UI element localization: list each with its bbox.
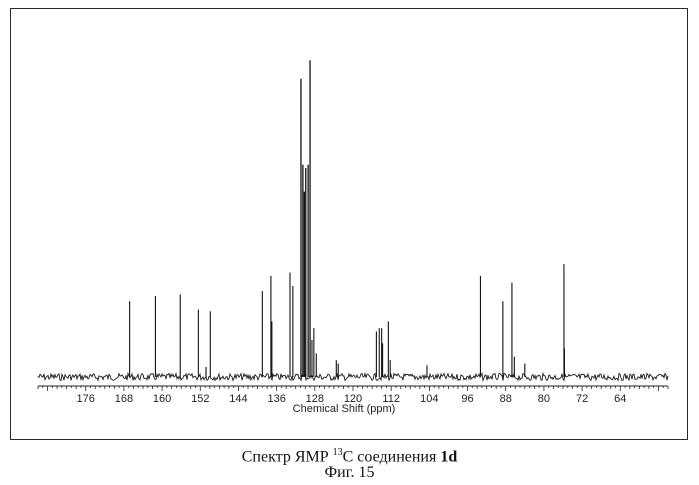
x-tick-label: 168 xyxy=(115,393,133,405)
x-tick-label: 160 xyxy=(153,393,171,405)
x-axis-label: Chemical Shift (ppm) xyxy=(293,403,396,415)
x-tick-label: 88 xyxy=(500,393,512,405)
x-tick-label: 136 xyxy=(267,393,285,405)
nmr-spectrum-plot: 1761681601521441361281201121049688807264… xyxy=(0,0,699,440)
figure-label: Фиг. 15 xyxy=(0,463,699,482)
x-tick-label: 104 xyxy=(420,393,438,405)
x-tick-label: 80 xyxy=(538,393,550,405)
x-tick-label: 152 xyxy=(191,393,209,405)
baseline-noise xyxy=(38,374,668,381)
spectrum-peaks xyxy=(130,60,565,377)
x-tick-label: 176 xyxy=(77,393,95,405)
x-tick-label: 96 xyxy=(461,393,473,405)
x-tick-label: 72 xyxy=(576,393,588,405)
baseline-noise-trace xyxy=(38,374,668,381)
x-tick-label: 144 xyxy=(229,393,247,405)
caption-isotope: 13 xyxy=(333,447,343,458)
x-tick-label: 64 xyxy=(614,393,626,405)
